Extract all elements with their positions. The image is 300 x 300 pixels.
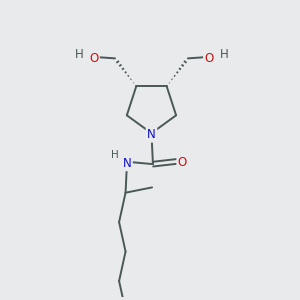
Text: N: N xyxy=(147,128,156,141)
Text: H: H xyxy=(219,48,228,62)
Text: O: O xyxy=(205,52,214,65)
Text: O: O xyxy=(89,52,98,65)
Text: N: N xyxy=(123,157,131,170)
Text: H: H xyxy=(111,150,119,161)
Text: O: O xyxy=(178,156,187,169)
Text: H: H xyxy=(75,48,83,62)
